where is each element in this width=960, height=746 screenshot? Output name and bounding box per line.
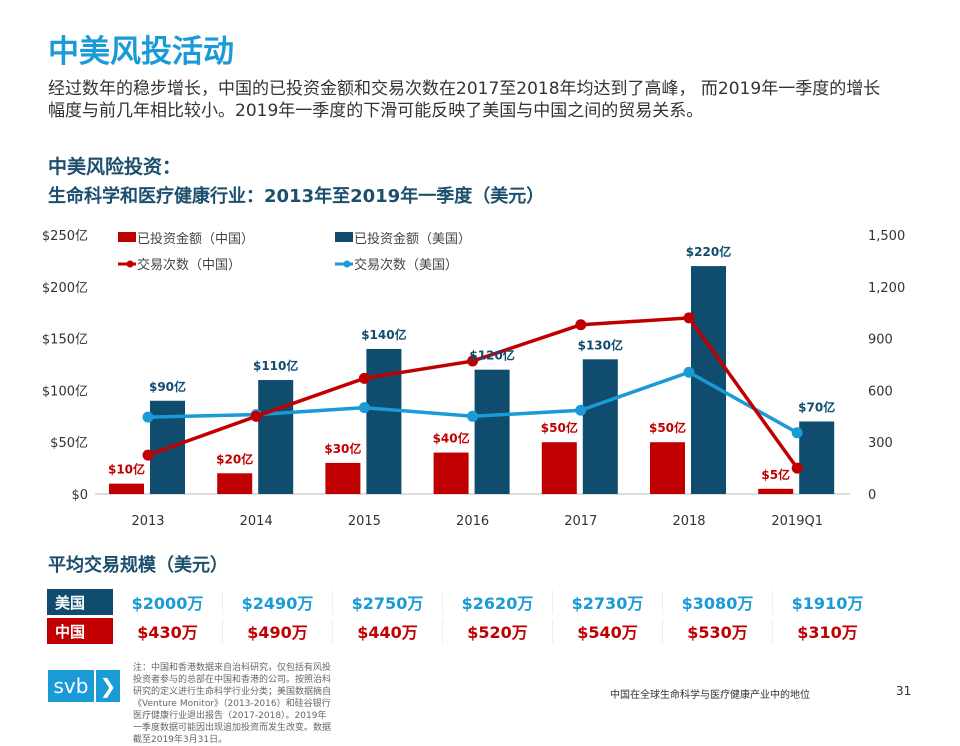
us-avg-cell: $2490万 <box>223 590 333 614</box>
us-label: 美国 <box>47 589 113 615</box>
cn-avg-cell: $430万 <box>113 619 223 643</box>
x-axis-tick: 2014 <box>240 514 273 529</box>
china-deals-point <box>467 355 479 367</box>
cn-avg-row: 中国 $430万 $490万 $440万 $520万 $540万 $530万 $310万 <box>47 618 882 644</box>
china-deals-point <box>575 319 587 331</box>
cn-avg-cell: $490万 <box>223 619 333 643</box>
legend-swatch <box>118 232 136 242</box>
left-axis-tick: $100亿 <box>42 384 88 399</box>
left-axis-tick: $200亿 <box>42 281 88 296</box>
china-amount-bar <box>217 473 253 494</box>
page-number: 31 <box>896 684 912 698</box>
us-amount-label: $130亿 <box>578 337 623 352</box>
legend-label: 交易次数（美国） <box>354 257 458 273</box>
cn-avg-cell: $530万 <box>663 619 773 643</box>
us-avg-cell: $2000万 <box>113 590 223 614</box>
cn-avg-cell: $540万 <box>553 619 663 643</box>
us-amount-bar <box>366 348 402 494</box>
china-amount-bar <box>433 452 469 494</box>
us-amount-label: $70亿 <box>798 399 835 414</box>
left-axis-tick: $150亿 <box>42 333 88 348</box>
china-amount-label: $50亿 <box>649 420 686 435</box>
us-avg-cell: $2620万 <box>443 590 553 614</box>
cn-avg-cell: $440万 <box>333 619 443 643</box>
svb-logo: svb ❯ <box>48 670 120 702</box>
cn-avg-cell: $310万 <box>797 623 858 642</box>
us-amount-label: $110亿 <box>253 358 298 373</box>
legend-swatch <box>335 232 353 242</box>
us-deals-point <box>791 427 803 439</box>
x-axis-tick: 2013 <box>131 514 164 529</box>
intro-text: 经过数年的稳步增长，中国的已投资金额和交易次数在2017至2018年均达到了高峰… <box>48 79 881 121</box>
china-deals-point <box>791 462 803 474</box>
china-deals-point <box>358 372 370 384</box>
right-axis-tick: 300 <box>868 436 893 451</box>
page-title: 中美风投活动 <box>48 34 234 70</box>
china-deals-point <box>142 449 154 461</box>
china-amount-label: $10亿 <box>108 462 145 477</box>
us-amount-bar <box>258 380 294 494</box>
legend-marker <box>126 260 134 268</box>
venture-chart: $0 $50亿 $100亿 $150亿 $200亿 $250亿 0 300 600 900 1,20… <box>42 229 905 529</box>
x-axis-tick: 2018 <box>672 514 705 529</box>
right-axis-tick: 1,200 <box>868 281 905 296</box>
chart-subheading: 生命科学和医疗健康行业：2013年至2019年一季度（美元） <box>48 186 545 207</box>
china-amount-label: $30亿 <box>324 441 361 456</box>
x-axis-tick: 2016 <box>456 514 489 529</box>
us-avg-row: 美国 $2000万 $2490万 $2750万 $2620万 $2730万 $3080万 $… <box>47 589 882 615</box>
us-amount-label: $120亿 <box>469 348 514 363</box>
us-avg-cell: $1910万 <box>791 594 864 613</box>
right-axis-tick: 0 <box>868 488 876 503</box>
china-amount-bar <box>541 442 577 494</box>
left-axis-tick: $250亿 <box>42 229 88 244</box>
china-amount-bar <box>758 488 794 494</box>
us-amount-label: $220亿 <box>686 244 731 259</box>
x-axis-tick: 2019Q1 <box>771 514 823 529</box>
x-axis-tick: 2015 <box>348 514 381 529</box>
legend-label: 已投资金额（美国） <box>354 231 471 247</box>
right-axis-tick: 1,500 <box>868 229 905 244</box>
us-amount-bar <box>582 359 618 494</box>
cn-avg-cell: $520万 <box>443 619 553 643</box>
china-amount-bar <box>109 483 144 494</box>
x-axis-tick: 2017 <box>564 514 597 529</box>
us-deals-point <box>683 366 695 378</box>
us-deals-point <box>358 402 370 414</box>
legend-label: 交易次数（中国） <box>137 257 241 273</box>
right-axis-tick: 900 <box>868 333 893 348</box>
us-amount-bar <box>799 421 835 494</box>
logo-text: svb <box>48 670 94 702</box>
us-amount-bar <box>474 369 510 494</box>
cn-label: 中国 <box>47 618 113 644</box>
legend-marker <box>343 260 351 268</box>
china-amount-label: $20亿 <box>216 451 253 466</box>
us-deals-point <box>142 411 154 423</box>
footnote: 注：中国和香港数据来自治科研究，仅包括有风投投资者参与的总部在中国和香港的公司。… <box>133 663 332 745</box>
left-axis-tick: $0 <box>71 488 88 503</box>
china-amount-label: $50亿 <box>541 420 578 435</box>
us-avg-cell: $2730万 <box>553 590 663 614</box>
chart-heading: 中美风险投资： <box>48 156 182 178</box>
left-axis-tick: $50亿 <box>50 436 88 451</box>
us-amount-label: $140亿 <box>361 327 406 342</box>
us-deals-point <box>467 410 479 422</box>
china-amount-bar <box>325 462 361 494</box>
china-deals-point <box>683 312 695 324</box>
legend-label: 已投资金额（中国） <box>137 231 254 247</box>
china-deals-point <box>250 410 262 422</box>
us-avg-cell: $3080万 <box>663 590 773 614</box>
us-deals-point <box>575 404 587 416</box>
footer-title: 中国在全球生命科学与医疗健康产业中的地位 <box>610 690 810 701</box>
us-amount-bar <box>691 266 726 494</box>
china-amount-bar <box>650 442 685 494</box>
china-amount-label: $40亿 <box>433 431 470 446</box>
avg-deal-title: 平均交易规模（美元） <box>48 555 228 576</box>
chevron-right-icon: ❯ <box>96 670 120 702</box>
china-amount-label: $5亿 <box>761 467 790 482</box>
right-axis-tick: 600 <box>868 384 893 399</box>
us-amount-label: $90亿 <box>149 379 186 394</box>
us-avg-cell: $2750万 <box>333 590 443 614</box>
